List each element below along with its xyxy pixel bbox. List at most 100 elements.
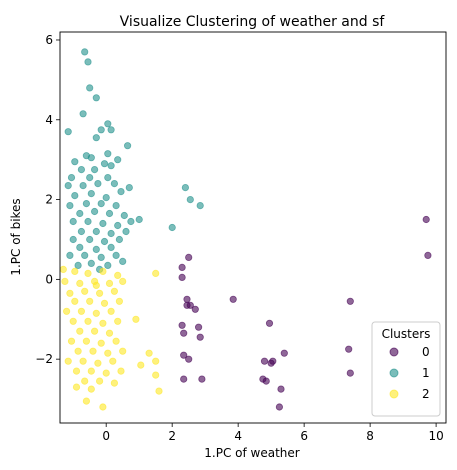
data-point [345, 345, 353, 353]
data-point [180, 351, 188, 359]
data-point [229, 295, 237, 303]
data-point [99, 267, 107, 275]
data-point [110, 287, 119, 295]
data-point [152, 371, 160, 379]
data-point [94, 359, 102, 367]
data-point [119, 347, 127, 355]
data-point [84, 269, 92, 277]
series-2 [59, 265, 163, 411]
data-point [74, 347, 82, 355]
data-point [84, 217, 92, 226]
legend-label-1: 1 [422, 366, 430, 380]
data-point [100, 237, 109, 246]
data-point [100, 160, 109, 168]
data-point [110, 180, 119, 188]
data-point [135, 215, 143, 224]
data-point [267, 359, 275, 367]
data-point [262, 377, 270, 385]
data-point [260, 357, 269, 365]
legend-label-2: 2 [422, 387, 430, 401]
series-1 [64, 48, 204, 273]
data-point [191, 305, 199, 313]
data-point [424, 251, 432, 259]
data-point [99, 319, 107, 327]
data-point [87, 190, 95, 198]
data-point [105, 279, 114, 287]
data-point [104, 349, 112, 357]
data-point [117, 188, 125, 196]
data-point [178, 273, 186, 281]
data-point [66, 289, 74, 297]
data-point [71, 158, 79, 166]
data-point [185, 253, 193, 261]
data-point [84, 58, 92, 66]
data-point [92, 281, 100, 289]
data-point [195, 323, 203, 331]
data-point [122, 227, 130, 236]
data-point [102, 194, 110, 202]
data-point [76, 209, 84, 218]
data-point [196, 333, 204, 341]
data-point [120, 211, 128, 220]
data-point [107, 162, 115, 170]
data-point [115, 235, 124, 244]
data-point [71, 192, 79, 200]
data-point [152, 269, 160, 277]
data-point [185, 355, 193, 363]
data-point [72, 383, 81, 391]
data-point [105, 209, 114, 218]
legend-marker-2 [389, 389, 399, 399]
data-point [87, 367, 95, 375]
data-point [114, 271, 122, 279]
data-point [125, 184, 133, 192]
data-point [91, 207, 99, 216]
legend-marker-0 [389, 347, 399, 357]
data-point [107, 243, 115, 251]
data-point [110, 379, 119, 387]
data-point [71, 297, 79, 305]
data-point [99, 403, 107, 411]
data-point [104, 150, 112, 158]
data-point [105, 329, 114, 337]
data-point [62, 307, 71, 315]
x-tick-label: 10 [428, 429, 443, 443]
x-tick-label: 4 [234, 429, 242, 443]
series-0 [178, 215, 432, 411]
data-point [81, 287, 89, 295]
data-point [69, 217, 77, 226]
y-tick-label: 0 [45, 272, 53, 286]
y-tick-label: 4 [45, 113, 53, 127]
y-tick-label: −2 [35, 352, 53, 366]
data-point [114, 221, 122, 230]
data-point [81, 377, 89, 385]
data-point [87, 154, 95, 162]
data-point [117, 367, 125, 375]
data-point [64, 128, 72, 136]
data-point [196, 202, 204, 210]
legend-box [371, 321, 441, 417]
data-point [104, 120, 112, 128]
data-point [76, 243, 84, 251]
data-point [79, 357, 87, 365]
data-point [87, 385, 95, 393]
data-point [92, 94, 100, 102]
data-point [81, 48, 89, 56]
data-point [87, 259, 95, 267]
data-point [346, 297, 354, 305]
data-point [132, 315, 140, 323]
data-point [84, 317, 92, 325]
data-point [72, 367, 81, 375]
data-point [112, 202, 120, 210]
data-point [102, 369, 110, 377]
data-point [86, 84, 94, 92]
data-point [186, 301, 194, 309]
y-tick-label: 6 [45, 33, 53, 47]
data-point [79, 182, 87, 190]
data-point [183, 295, 191, 303]
data-point [168, 223, 176, 232]
data-point [97, 253, 105, 261]
data-point [181, 184, 189, 192]
